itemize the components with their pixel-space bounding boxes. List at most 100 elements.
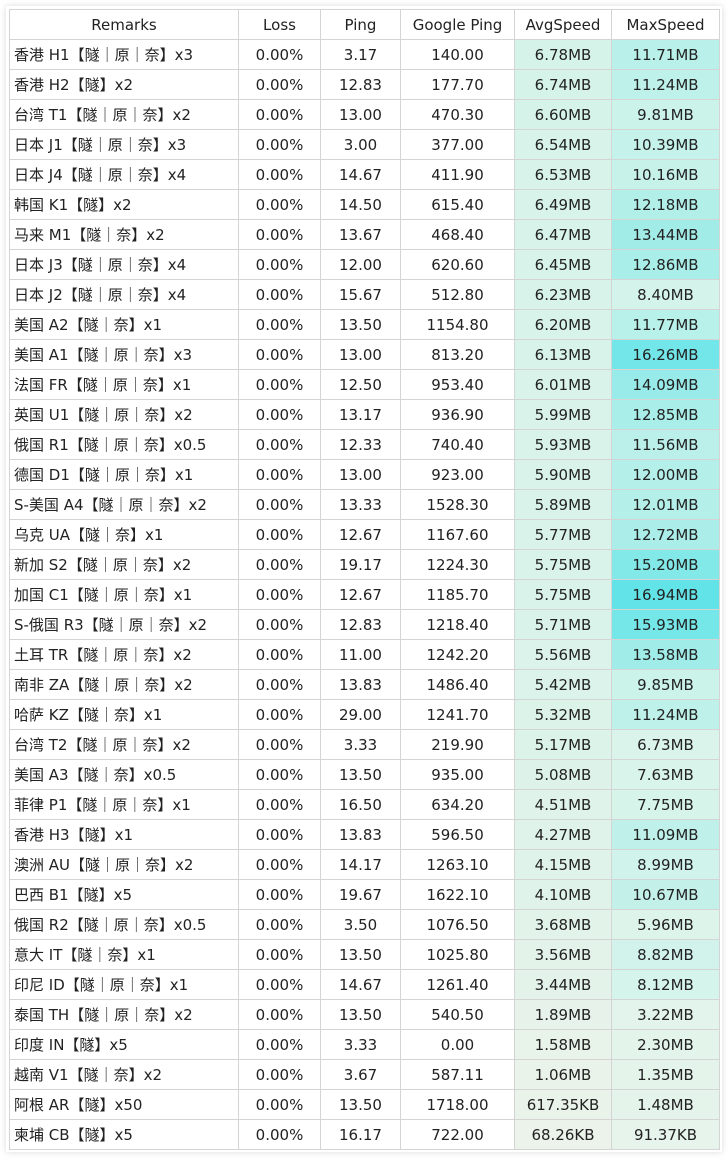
cell-remarks: 柬埔 CB【隧】x5	[9, 1119, 239, 1150]
cell-max-speed: 11.24MB	[611, 699, 720, 730]
cell-google-ping: 1154.80	[400, 309, 515, 340]
cell-avg-speed: 5.75MB	[514, 549, 612, 580]
cell-google-ping: 587.11	[400, 1059, 515, 1090]
cell-google-ping: 923.00	[400, 459, 515, 490]
cell-remarks: S-美国 A4【隧｜原｜奈】x2	[9, 489, 239, 520]
cell-loss: 0.00%	[238, 459, 321, 490]
cell-max-speed: 16.26MB	[611, 339, 720, 370]
table-row: 香港 H2【隧】x2 0.00% 12.83 177.70 6.74MB 11.24MB	[9, 69, 720, 100]
cell-loss: 0.00%	[238, 339, 321, 370]
cell-max-speed: 1.48MB	[611, 1089, 720, 1120]
cell-google-ping: 722.00	[400, 1119, 515, 1150]
cell-ping: 11.00	[320, 639, 401, 670]
cell-remarks: 美国 A1【隧｜原｜奈】x3	[9, 339, 239, 370]
cell-max-speed: 10.67MB	[611, 879, 720, 910]
header-row: Remarks Loss Ping Google Ping AvgSpeed M…	[9, 9, 720, 40]
header-google-ping: Google Ping	[400, 9, 515, 40]
cell-google-ping: 1025.80	[400, 939, 515, 970]
cell-loss: 0.00%	[238, 999, 321, 1030]
table-row: 阿根 AR【隧】x50 0.00% 13.50 1718.00 617.35KB 1.48…	[9, 1089, 720, 1120]
table-row: 日本 J2【隧｜原｜奈】x4 0.00% 15.67 512.80 6.23MB 8.40…	[9, 279, 720, 310]
cell-max-speed: 14.09MB	[611, 369, 720, 400]
cell-max-speed: 13.44MB	[611, 219, 720, 250]
cell-remarks: 日本 J4【隧｜原｜奈】x4	[9, 159, 239, 190]
cell-google-ping: 596.50	[400, 819, 515, 850]
cell-avg-speed: 4.10MB	[514, 879, 612, 910]
cell-avg-speed: 6.60MB	[514, 99, 612, 130]
cell-ping: 14.17	[320, 849, 401, 880]
cell-avg-speed: 5.71MB	[514, 609, 612, 640]
cell-remarks: 日本 J2【隧｜原｜奈】x4	[9, 279, 239, 310]
cell-ping: 13.83	[320, 669, 401, 700]
cell-loss: 0.00%	[238, 639, 321, 670]
cell-avg-speed: 6.13MB	[514, 339, 612, 370]
cell-max-speed: 12.01MB	[611, 489, 720, 520]
cell-ping: 12.67	[320, 519, 401, 550]
cell-avg-speed: 5.08MB	[514, 759, 612, 790]
header-ping: Ping	[320, 9, 401, 40]
cell-remarks: 新加 S2【隧｜原｜奈】x2	[9, 549, 239, 580]
cell-ping: 12.00	[320, 249, 401, 280]
cell-google-ping: 1622.10	[400, 879, 515, 910]
cell-google-ping: 1263.10	[400, 849, 515, 880]
cell-ping: 12.50	[320, 369, 401, 400]
table-row: 美国 A2【隧｜奈】x1 0.00% 13.50 1154.80 6.20MB 11.77…	[9, 309, 720, 340]
cell-loss: 0.00%	[238, 939, 321, 970]
cell-avg-speed: 6.20MB	[514, 309, 612, 340]
cell-loss: 0.00%	[238, 549, 321, 580]
cell-remarks: 巴西 B1【隧】x5	[9, 879, 239, 910]
cell-avg-speed: 4.27MB	[514, 819, 612, 850]
cell-loss: 0.00%	[238, 819, 321, 850]
header-remarks: Remarks	[9, 9, 239, 40]
cell-max-speed: 15.20MB	[611, 549, 720, 580]
cell-google-ping: 377.00	[400, 129, 515, 160]
cell-loss: 0.00%	[238, 1089, 321, 1120]
cell-remarks: 香港 H1【隧｜原｜奈】x3	[9, 39, 239, 70]
cell-avg-speed: 1.89MB	[514, 999, 612, 1030]
cell-google-ping: 540.50	[400, 999, 515, 1030]
table-row: 日本 J1【隧｜原｜奈】x3 0.00% 3.00 377.00 6.54MB 10.39…	[9, 129, 720, 160]
cell-ping: 13.50	[320, 999, 401, 1030]
cell-avg-speed: 6.74MB	[514, 69, 612, 100]
cell-loss: 0.00%	[238, 699, 321, 730]
cell-google-ping: 470.30	[400, 99, 515, 130]
cell-max-speed: 15.93MB	[611, 609, 720, 640]
cell-loss: 0.00%	[238, 249, 321, 280]
table-row: 日本 J3【隧｜原｜奈】x4 0.00% 12.00 620.60 6.45MB 12.8…	[9, 249, 720, 280]
speed-test-table: Remarks Loss Ping Google Ping AvgSpeed M…	[9, 9, 720, 1150]
cell-remarks: 南非 ZA【隧｜原｜奈】x2	[9, 669, 239, 700]
table-row: 韩国 K1【隧】x2 0.00% 14.50 615.40 6.49MB 12.18MB	[9, 189, 720, 220]
table-row: 俄国 R1【隧｜原｜奈】x0.5 0.00% 12.33 740.40 5.93MB 11…	[9, 429, 720, 460]
cell-avg-speed: 6.53MB	[514, 159, 612, 190]
table-row: 菲律 P1【隧｜原｜奈】x1 0.00% 16.50 634.20 4.51MB 7.75…	[9, 789, 720, 820]
cell-remarks: 泰国 TH【隧｜原｜奈】x2	[9, 999, 239, 1030]
cell-ping: 16.50	[320, 789, 401, 820]
table-row: 法国 FR【隧｜原｜奈】x1 0.00% 12.50 953.40 6.01MB 14.0…	[9, 369, 720, 400]
cell-google-ping: 1218.40	[400, 609, 515, 640]
cell-google-ping: 1076.50	[400, 909, 515, 940]
cell-google-ping: 620.60	[400, 249, 515, 280]
cell-avg-speed: 3.68MB	[514, 909, 612, 940]
cell-remarks: 韩国 K1【隧】x2	[9, 189, 239, 220]
cell-loss: 0.00%	[238, 1059, 321, 1090]
table-row: 美国 A3【隧｜奈】x0.5 0.00% 13.50 935.00 5.08MB 7.63…	[9, 759, 720, 790]
cell-google-ping: 935.00	[400, 759, 515, 790]
cell-max-speed: 10.16MB	[611, 159, 720, 190]
cell-remarks: 乌克 UA【隧｜奈】x1	[9, 519, 239, 550]
cell-avg-speed: 6.78MB	[514, 39, 612, 70]
header-avg-speed: AvgSpeed	[514, 9, 612, 40]
cell-remarks: 越南 V1【隧｜奈】x2	[9, 1059, 239, 1090]
cell-google-ping: 0.00	[400, 1029, 515, 1060]
cell-max-speed: 6.73MB	[611, 729, 720, 760]
cell-avg-speed: 1.58MB	[514, 1029, 612, 1060]
cell-loss: 0.00%	[238, 219, 321, 250]
cell-ping: 3.33	[320, 729, 401, 760]
cell-ping: 3.67	[320, 1059, 401, 1090]
cell-google-ping: 740.40	[400, 429, 515, 460]
cell-ping: 13.83	[320, 819, 401, 850]
cell-avg-speed: 3.56MB	[514, 939, 612, 970]
cell-google-ping: 1242.20	[400, 639, 515, 670]
cell-remarks: 意大 IT【隧｜奈】x1	[9, 939, 239, 970]
cell-loss: 0.00%	[238, 579, 321, 610]
cell-ping: 14.67	[320, 969, 401, 1000]
